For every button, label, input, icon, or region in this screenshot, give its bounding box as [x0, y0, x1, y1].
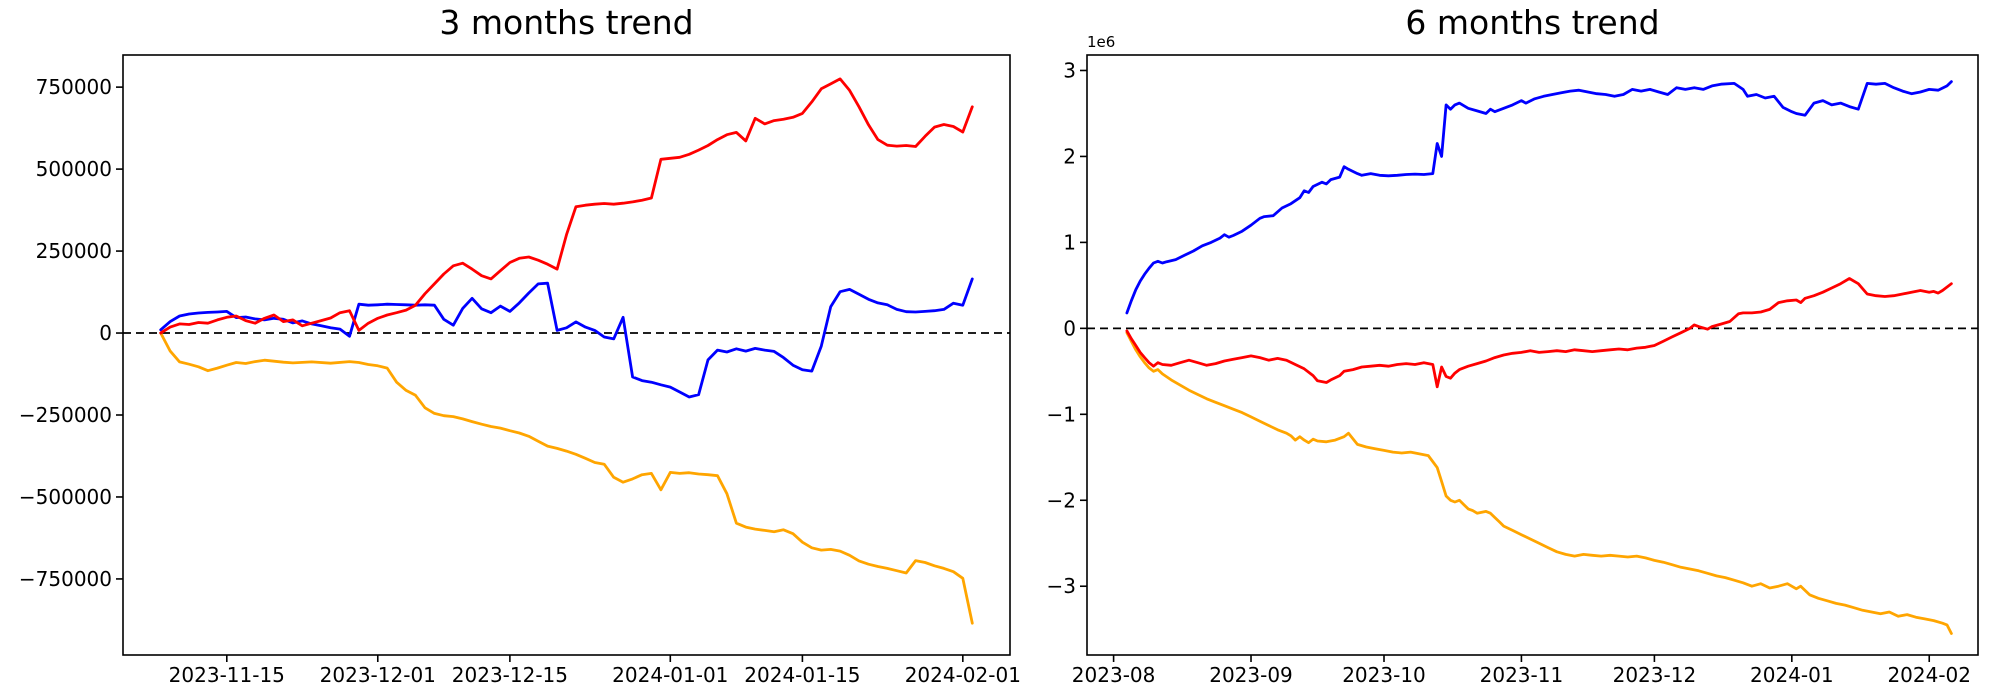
chart-6-months-trend: 2023-08 2023-09 2023-10 2023-11 2023-12 2024-… [1047, 54, 1979, 687]
x-tick-label: 2023-11-15 [169, 663, 285, 687]
plot-border [122, 54, 1011, 656]
x-tick-label: 2024-01-01 [612, 663, 728, 687]
x-tick-label: 2024-01 [1750, 663, 1834, 687]
y-tick-label: −3 [1047, 574, 1076, 598]
y-tick-label: 0 [99, 321, 112, 345]
x-tick-label: 2023-12-15 [452, 663, 568, 687]
y-tick-label: 250000 [36, 239, 112, 263]
series-orange-line [159, 331, 974, 625]
y-tick-label: −250000 [19, 403, 112, 427]
x-tick-label: 2023-12-01 [320, 663, 436, 687]
chart-title-6-months-trend: 6 months trend [1405, 3, 1660, 42]
x-tick-label: 2023-10 [1342, 663, 1426, 687]
y-tick-label: 500000 [36, 157, 112, 181]
x-tick-label: 2023-12 [1613, 663, 1697, 687]
series-blue-line [1125, 80, 1953, 315]
y-tick-label: 750000 [36, 75, 112, 99]
x-tick-label: 2024-01-15 [744, 663, 860, 687]
series-red-line [1125, 277, 1953, 389]
x-tick-label: 2024-02-01 [905, 663, 1021, 687]
y-tick-label: 0 [1063, 316, 1076, 340]
y-tick-label: −2 [1047, 488, 1076, 512]
x-tick-label: 2024-02 [1887, 663, 1971, 687]
x-tick-label: 2023-09 [1209, 663, 1293, 687]
series-blue-line [159, 277, 974, 399]
x-tick-label: 2023-11 [1480, 663, 1564, 687]
y-tick-label: 1 [1063, 230, 1076, 254]
y-axis-offset-label: 1e6 [1087, 33, 1116, 51]
y-tick-label: −500000 [19, 485, 112, 509]
series-orange-line [1125, 331, 1953, 635]
y-tick-label: −1 [1047, 402, 1076, 426]
chart-title-3-months-trend: 3 months trend [439, 3, 694, 42]
y-tick-label: 2 [1063, 144, 1076, 168]
plot-border [1086, 54, 1979, 656]
series-red-line [159, 77, 974, 335]
y-tick-label: 3 [1063, 58, 1076, 82]
x-tick-label: 2023-08 [1072, 663, 1156, 687]
y-tick-label: −750000 [19, 567, 112, 591]
chart-3-months-trend: 2023-11-15 2023-12-01 2023-12-15 2024-01-01… [19, 54, 1021, 687]
